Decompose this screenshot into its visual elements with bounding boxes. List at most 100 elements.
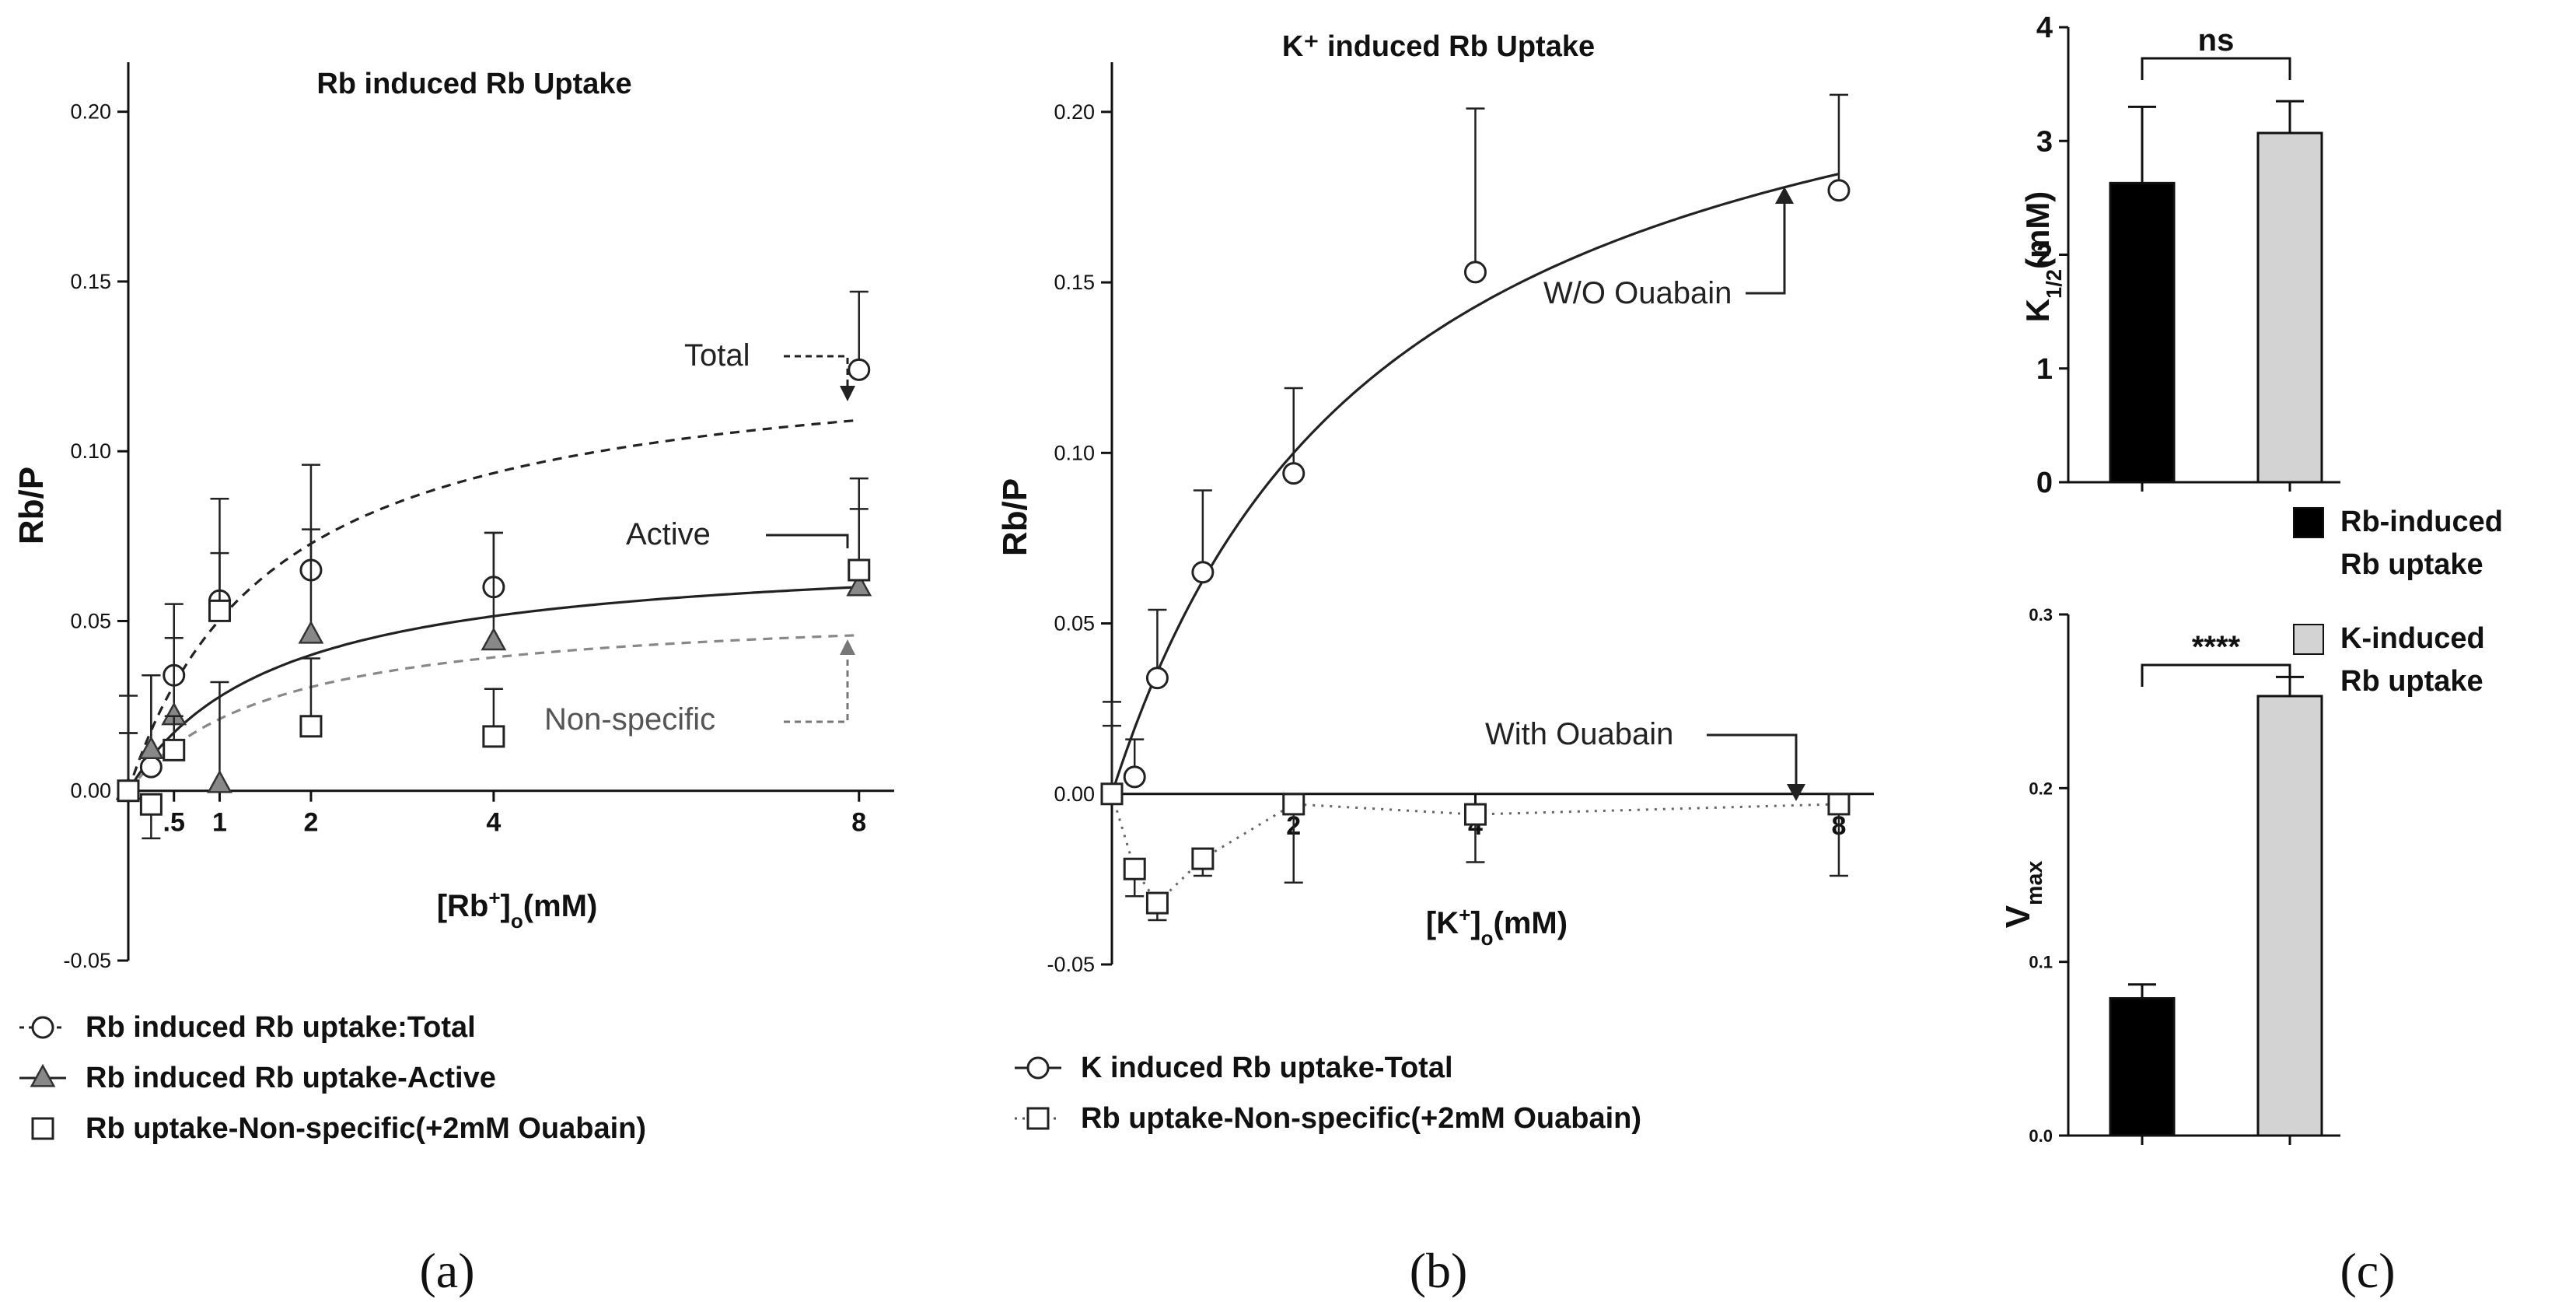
legend-b-label: K induced Rb uptake-Total — [1081, 1052, 1453, 1084]
panel-a-fit-curve-non-specific — [127, 634, 859, 792]
panel-b-x-label-part: + — [1459, 903, 1470, 926]
panel-a-data-point-square — [299, 715, 323, 738]
panel-b-data-point-square — [1123, 857, 1146, 880]
panel-c-y-label-k-part: (mM) — [2019, 191, 2056, 269]
panel-a-x-tick-label: 4 — [486, 808, 501, 838]
panel-c-y-label-k-part: 1/2 — [2042, 269, 2066, 299]
legend-c-label-line2: Rb uptake — [2340, 548, 2483, 581]
annotation-active: Active — [626, 517, 711, 551]
panel-b-y-tick-label: 0.10 — [1054, 441, 1095, 464]
panel-c-y-label-k: K1/2(mM) — [2019, 191, 2066, 323]
legend-b-marker-circle — [1026, 1056, 1050, 1080]
panel-a-data-point-triangle — [298, 620, 324, 644]
panel-b-x-label-part: ] — [1470, 906, 1480, 940]
panel-c-significance-label: ns — [2198, 23, 2235, 58]
legend-a-marker-circle — [31, 1016, 54, 1039]
legend-b-marker-square — [1026, 1107, 1050, 1130]
panel-a-y-tick-label: 0.10 — [70, 439, 111, 463]
annotation-with-ouabain-arrow — [1707, 733, 1798, 786]
panel-a-series-square — [117, 508, 871, 840]
panel-c-significance-bracket — [2141, 663, 2291, 687]
panel-c-y-tick-label: 0.0 — [2029, 1126, 2053, 1146]
panel-b-y-tick-label: 0.05 — [1054, 612, 1095, 635]
panel-a-data-point-triangle — [138, 736, 164, 759]
panel-a-data-point-square — [117, 779, 140, 803]
panel-b-series-square — [1100, 724, 1851, 922]
panel-a-x-label-part: [Rb — [437, 889, 489, 923]
panel-b-x-label-part: (mM) — [1494, 906, 1568, 940]
panel-b-y-label: Rb/P — [996, 478, 1034, 556]
panel-b-series-circle — [1100, 93, 1851, 806]
panel-a-data-point-square — [482, 725, 505, 748]
panel-c-bar-rb-induced — [2109, 997, 2176, 1137]
panel-b-data-point-square — [1463, 803, 1487, 826]
annotation-with-ouabain: With Ouabain — [1485, 717, 1673, 751]
panel-c-y-tick-label: 4 — [2036, 12, 2053, 44]
panel-c-y-label-vmax-part: max — [2022, 861, 2047, 905]
panel-b-data-point-circle — [1463, 261, 1487, 284]
panel-a-data-point-square — [139, 793, 163, 816]
legend-a-label: Rb induced Rb uptake:Total — [86, 1011, 476, 1044]
panel-a-data-point-triangle — [207, 769, 232, 793]
panel-a-data-point-triangle — [846, 572, 872, 597]
panel-label-a: (a) — [419, 1243, 474, 1298]
panel-b-title: K⁺ induced Rb Uptake — [1282, 30, 1595, 63]
panel-b-data-point-square — [1145, 891, 1169, 915]
panel-b-y-tick-label: 0.20 — [1054, 100, 1095, 124]
panel-b-y-tick-label: 0.00 — [1054, 782, 1095, 806]
panel-a-data-point-triangle — [481, 627, 507, 651]
panel-b-data-point-circle — [1123, 765, 1146, 789]
panel-b-y-tick-label: -0.05 — [1047, 953, 1095, 976]
annotation-total-arrow — [784, 355, 849, 389]
panel-a-y-tick-label: 0.05 — [70, 609, 111, 632]
panel-b-x-label-part: [K — [1426, 906, 1459, 940]
panel-a-title: Rb induced Rb Uptake — [316, 68, 631, 100]
legend-c-swatch — [2293, 507, 2324, 538]
panel-b-y-label-part: Rb/P — [996, 478, 1034, 556]
annotation-nonspecific-arrow — [784, 653, 849, 723]
panel-a-x-label-part: ] — [501, 889, 511, 923]
annotation-total-arrowhead — [840, 386, 855, 401]
legend-c-swatch — [2293, 624, 2324, 655]
panel-b-data-point-circle — [1282, 462, 1305, 485]
panel-label-c: (c) — [2340, 1243, 2395, 1298]
panel-c-y-tick-label: 0.3 — [2029, 605, 2053, 625]
annotation-wo-ouabain-arrow — [1746, 202, 1786, 295]
panel-b-x-label: [K+]o(mM) — [1426, 903, 1568, 950]
panel-label-b: (b) — [1410, 1243, 1468, 1298]
legend-c-label-line1: Rb-induced — [2340, 506, 2503, 538]
legend-b-label: Rb uptake-Non-specific(+2mM Ouabain) — [1081, 1102, 1641, 1135]
panel-a-y-label: Rb/P — [12, 467, 51, 544]
panel-b-data-point-square — [1827, 793, 1851, 816]
annotation-wo-ouabain-arrowhead — [1775, 187, 1794, 204]
panel-a-y-tick-label: -0.05 — [63, 949, 111, 972]
panel-a-data-point-circle — [848, 358, 871, 381]
legend-c-label-line1: K-induced — [2340, 622, 2485, 655]
panel-a-series-triangle — [115, 477, 872, 800]
panel-c-bar-k-induced — [2256, 131, 2323, 484]
panel-b-data-point-square — [1100, 782, 1124, 806]
panel-a-fit-curve-total — [127, 418, 859, 792]
panel-b-data-point-square — [1282, 793, 1305, 816]
legend-a-marker-square — [31, 1117, 54, 1140]
panel-c-y-tick-label: 0.2 — [2029, 779, 2053, 798]
panel-a-x-tick-label: 1 — [212, 808, 227, 838]
panel-a-x-tick-label: 2 — [303, 808, 318, 838]
annotation-total: Total — [684, 338, 750, 373]
panel-c-y-tick-label: 0.1 — [2029, 953, 2053, 972]
panel-b-fit-curve-total — [1110, 173, 1840, 795]
panel-b-x-label-part: o — [1481, 926, 1494, 950]
annotation-nonspecific-arrowhead — [840, 639, 855, 655]
panel-a-y-tick-label: 0.15 — [70, 270, 111, 293]
panel-c-bar-rb-induced — [2109, 181, 2176, 484]
legend-a-label: Rb uptake-Non-specific(+2mM Ouabain) — [86, 1112, 646, 1145]
annotation-wo-ouabain: W/O Ouabain — [1543, 276, 1732, 310]
panel-a-y-tick-label: 0.20 — [70, 100, 111, 124]
panel-c-y-tick-label: 2 — [2036, 240, 2053, 272]
panel-c-y-tick-label: 1 — [2036, 353, 2053, 386]
panel-b-y-tick-label: 0.15 — [1054, 271, 1095, 294]
annotation-with-ouabain-arrowhead — [1787, 784, 1805, 801]
panel-b-data-point-circle — [1145, 667, 1169, 690]
panel-a-data-point-square — [208, 599, 231, 622]
panel-a-x-tick-label: .5 — [163, 808, 185, 838]
